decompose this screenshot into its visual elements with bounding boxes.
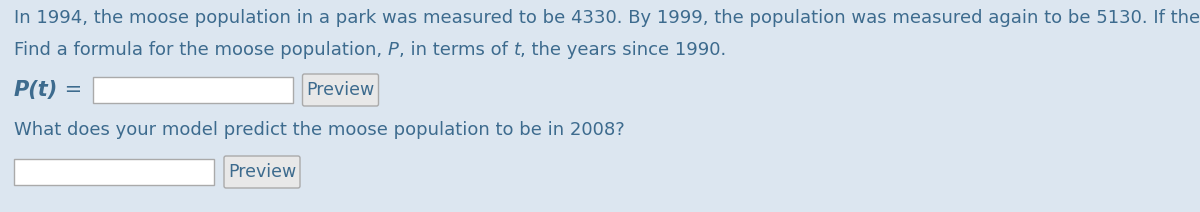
Text: Find a formula for the moose population,: Find a formula for the moose population, [14, 41, 388, 59]
Text: P(t): P(t) [14, 80, 59, 100]
FancyBboxPatch shape [302, 74, 378, 106]
Text: In 1994, the moose population in a park was measured to be 4330. By 1999, the po: In 1994, the moose population in a park … [14, 9, 1200, 27]
Text: P: P [388, 41, 398, 59]
FancyBboxPatch shape [224, 156, 300, 188]
Text: , the years since 1990.: , the years since 1990. [521, 41, 727, 59]
Text: =: = [59, 80, 83, 100]
Text: What does your model predict the moose population to be in 2008?: What does your model predict the moose p… [14, 121, 625, 139]
Text: t: t [514, 41, 521, 59]
Bar [92, 77, 293, 103]
Text: , in terms of: , in terms of [398, 41, 514, 59]
Text: Preview: Preview [306, 81, 374, 99]
Bar [14, 159, 214, 185]
Text: Preview: Preview [228, 163, 296, 181]
